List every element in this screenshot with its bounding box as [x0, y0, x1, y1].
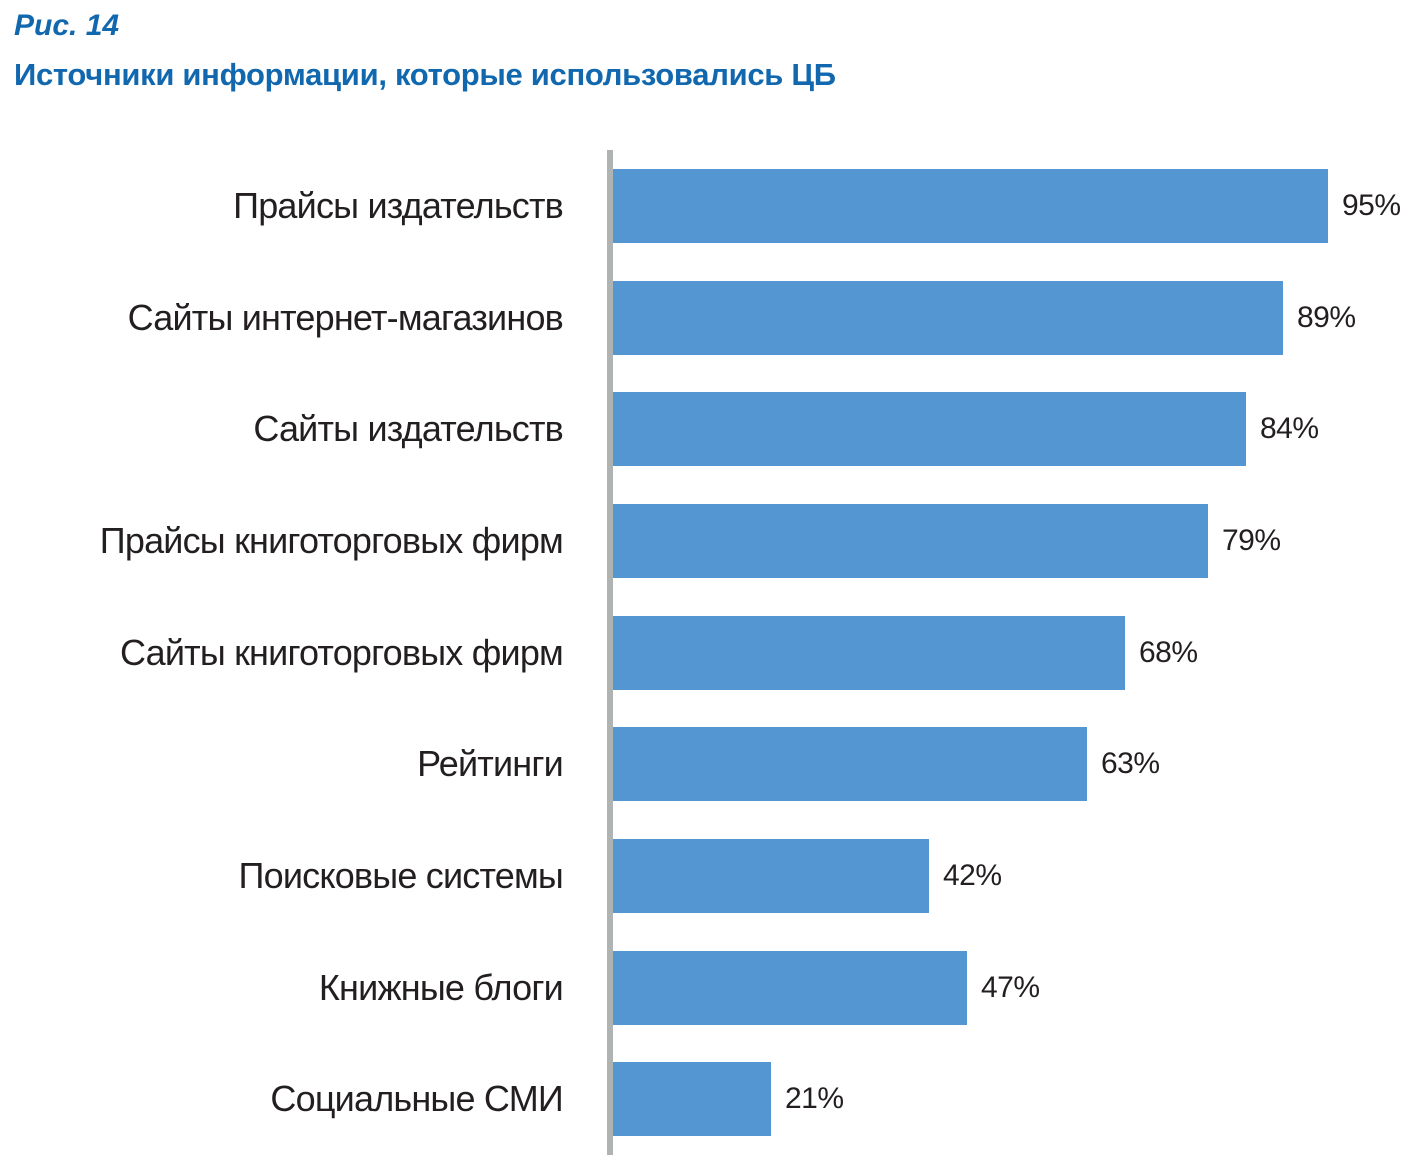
category-label: Прайсы книготорговых фирм: [99, 520, 564, 562]
category-label: Прайсы издательств: [233, 185, 564, 227]
bar-track: 42%: [613, 820, 1411, 932]
value-label: 21%: [785, 1082, 844, 1116]
value-label: 89%: [1297, 300, 1356, 334]
bar-track: 47%: [613, 932, 1411, 1044]
bar-chart: Прайсы издательств 95% Сайты интернет-ма…: [0, 150, 1411, 1155]
value-label: 42%: [943, 859, 1002, 893]
figure-header: Рис. 14 Источники информации, которые ис…: [0, 0, 1411, 93]
bar-track: 63%: [613, 709, 1411, 821]
category-label: Рейтинги: [417, 743, 564, 785]
category-label: Сайты издательств: [253, 408, 563, 450]
bar: [613, 280, 1283, 355]
bar: [613, 1062, 771, 1137]
bar-track: 84%: [613, 374, 1411, 486]
value-label: 84%: [1260, 412, 1319, 446]
bar: [613, 504, 1208, 579]
chart-row: Социальные СМИ 21%: [0, 1044, 1411, 1155]
chart-row: Рейтинги 63%: [0, 709, 1411, 821]
chart-row: Сайты интернет-магазинов 89%: [0, 262, 1411, 374]
bar-track: 79%: [613, 485, 1411, 597]
value-label: 68%: [1139, 635, 1198, 669]
figure-title: Источники информации, которые использова…: [14, 57, 836, 92]
chart-row: Сайты книготорговых фирм 68%: [0, 597, 1411, 709]
bar: [613, 839, 929, 914]
bar: [613, 169, 1328, 244]
figure-number: Рис. 14: [14, 9, 120, 42]
value-label: 95%: [1342, 189, 1401, 223]
chart-row: Прайсы книготорговых фирм 79%: [0, 485, 1411, 597]
chart-row: Прайсы издательств 95%: [0, 150, 1411, 262]
bar-track: 21%: [613, 1044, 1411, 1155]
bar: [613, 950, 967, 1025]
chart-rows: Прайсы издательств 95% Сайты интернет-ма…: [0, 150, 1411, 1155]
bar-track: 68%: [613, 597, 1411, 709]
bar-track: 89%: [613, 262, 1411, 374]
y-axis-line: [607, 150, 613, 1155]
category-label: Книжные блоги: [318, 966, 564, 1008]
bar: [613, 615, 1125, 690]
value-label: 47%: [981, 970, 1040, 1004]
value-label: 79%: [1222, 524, 1281, 558]
category-label: Поисковые системы: [238, 855, 564, 897]
category-label: Сайты интернет-магазинов: [127, 296, 564, 338]
bar: [613, 727, 1087, 802]
bar: [613, 392, 1246, 467]
chart-row: Книжные блоги 47%: [0, 932, 1411, 1044]
bar-track: 95%: [613, 150, 1411, 262]
chart-row: Сайты издательств 84%: [0, 374, 1411, 486]
value-label: 63%: [1101, 747, 1160, 781]
category-label: Социальные СМИ: [270, 1078, 563, 1120]
category-label: Сайты книготорговых фирм: [120, 631, 564, 673]
chart-row: Поисковые системы 42%: [0, 820, 1411, 932]
